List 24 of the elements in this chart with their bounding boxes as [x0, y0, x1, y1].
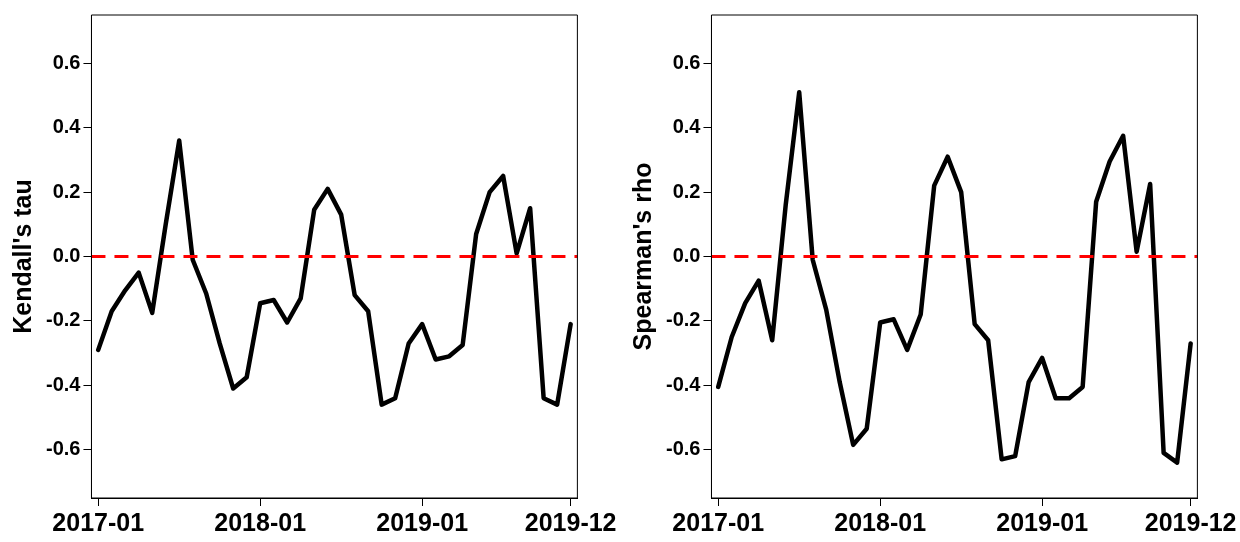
y-tick-label: 0.2: [52, 179, 81, 202]
x-tick-label: 2019-01: [996, 507, 1089, 536]
y-tick-label: 0.6: [52, 50, 81, 73]
x-tick-label: 2017-01: [52, 507, 145, 536]
y-tick-label: 0.6: [672, 50, 701, 73]
y-tick-label: 0.4: [52, 115, 82, 138]
y-tick-label: -0.4: [45, 372, 82, 395]
x-tick-label: 2019-12: [1144, 507, 1237, 536]
y-axis-title: Kendall's tau: [7, 179, 36, 334]
y-tick-label: 0.2: [672, 179, 701, 202]
y-tick-label: 0.0: [52, 244, 81, 267]
x-tick-label: 2019-01: [376, 507, 469, 536]
x-tick-label: 2018-01: [214, 507, 307, 536]
x-tick-label: 2017-01: [672, 507, 765, 536]
y-tick-label: -0.6: [665, 437, 701, 460]
y-tick-label: -0.2: [665, 308, 701, 331]
y-tick-label: -0.6: [45, 437, 81, 460]
y-tick-label: 0.0: [672, 244, 701, 267]
x-tick-label: 2019-12: [524, 507, 617, 536]
y-axis-title: Spearman's rho: [627, 162, 656, 351]
y-tick-label: -0.2: [45, 308, 81, 331]
x-tick-label: 2018-01: [834, 507, 927, 536]
y-tick-label: -0.4: [665, 372, 702, 395]
y-tick-label: 0.4: [672, 115, 702, 138]
